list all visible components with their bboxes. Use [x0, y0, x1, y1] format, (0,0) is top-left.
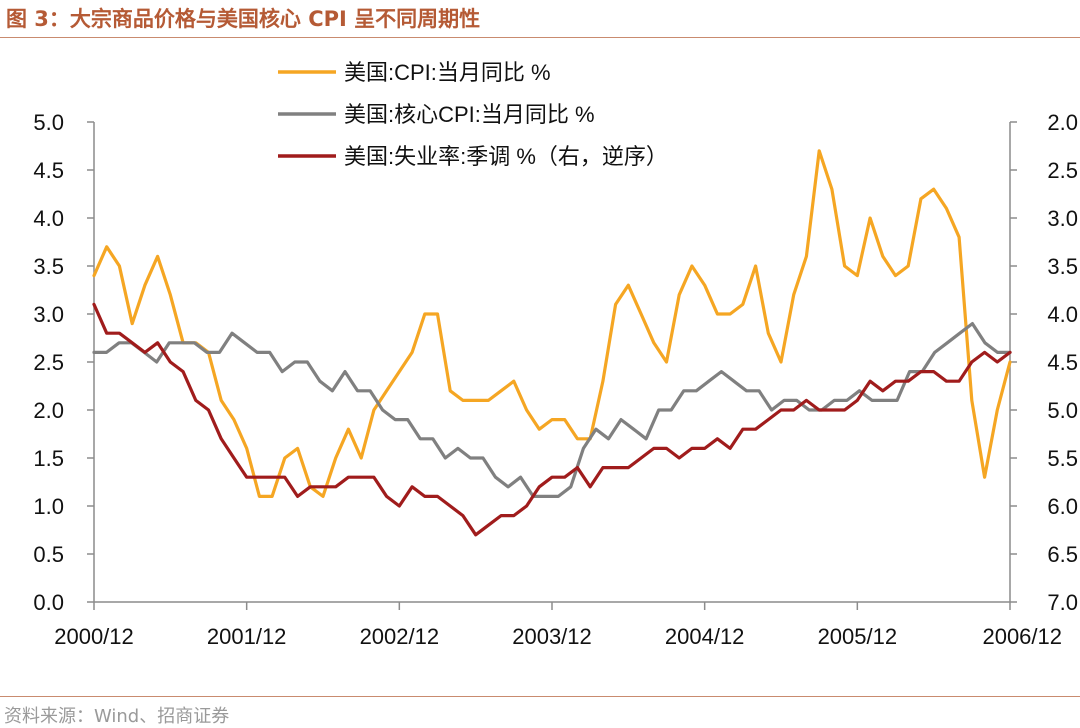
x-tick-label: 2002/12	[360, 624, 440, 649]
x-tick-label: 2001/12	[207, 624, 287, 649]
footer-divider	[0, 696, 1080, 697]
title-divider	[0, 37, 1080, 38]
x-tick-label: 2005/12	[818, 624, 898, 649]
left-y-tick-label: 2.0	[33, 398, 64, 423]
left-y-tick-label: 2.5	[33, 350, 64, 375]
chart-legend: 美国:CPI:当月同比 % 美国:核心CPI:当月同比 % 美国:失业率:季调 %（…	[278, 60, 668, 169]
series-line-1	[92, 149, 1012, 498]
x-tick-label: 2003/12	[512, 624, 592, 649]
left-y-tick-label: 3.5	[33, 254, 64, 279]
left-y-tick-label: 0.0	[33, 590, 64, 615]
data-source-note: 资料来源：Wind、招商证券	[4, 706, 230, 727]
right-y-tick-label: 4.5	[1047, 350, 1078, 375]
left-y-tick-label: 3.0	[33, 302, 64, 327]
left-y-tick-label: 0.5	[33, 542, 64, 567]
x-tick-label: 2006/12	[982, 624, 1062, 649]
legend-label: 美国:失业率:季调 %（右，逆序）	[344, 144, 668, 169]
chart-title: 图 3：大宗商品价格与美国核心 CPI 呈不同周期性	[6, 7, 481, 31]
left-y-tick-label: 5.0	[33, 110, 64, 135]
right-y-tick-label: 7.0	[1047, 590, 1078, 615]
right-y-tick-label: 6.0	[1047, 494, 1078, 519]
right-y-tick-label: 3.0	[1047, 206, 1078, 231]
chart-series-lines	[92, 149, 1012, 537]
legend-label: 美国:核心CPI:当月同比 %	[344, 102, 595, 127]
right-y-tick-label: 5.0	[1047, 398, 1078, 423]
series-line-2	[92, 322, 1012, 498]
left-y-tick-label: 1.0	[33, 494, 64, 519]
left-y-tick-label: 1.5	[33, 446, 64, 471]
right-y-tick-label: 2.0	[1047, 110, 1078, 135]
left-y-tick-label: 4.5	[33, 158, 64, 183]
right-y-tick-label: 5.5	[1047, 446, 1078, 471]
series-line-3	[92, 302, 1012, 537]
right-y-tick-label: 3.5	[1047, 254, 1078, 279]
x-tick-label: 2000/12	[54, 624, 134, 649]
chart-axes: 0.0 0.5 1.0 1.5 2.0 2.5 3.0 3.5 4.0 4.5 5.0 2.0 2.5 3…	[33, 110, 1078, 649]
right-y-tick-label: 4.0	[1047, 302, 1078, 327]
left-y-tick-label: 4.0	[33, 206, 64, 231]
x-tick-label: 2004/12	[665, 624, 745, 649]
line-chart: 0.0 0.5 1.0 1.5 2.0 2.5 3.0 3.5 4.0 4.5 5.0 2.0 2.5 3…	[33, 60, 1078, 649]
right-y-tick-label: 2.5	[1047, 158, 1078, 183]
right-y-tick-label: 6.5	[1047, 542, 1078, 567]
legend-label: 美国:CPI:当月同比 %	[344, 60, 551, 85]
